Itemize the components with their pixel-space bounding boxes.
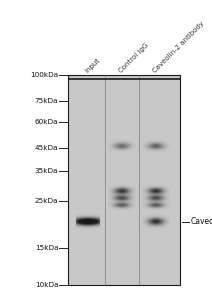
Text: 10kDa: 10kDa bbox=[35, 282, 58, 288]
Text: Caveolin-2: Caveolin-2 bbox=[191, 217, 212, 226]
Text: 60kDa: 60kDa bbox=[35, 118, 58, 124]
Text: 45kDa: 45kDa bbox=[35, 145, 58, 151]
Text: Control IgG: Control IgG bbox=[118, 41, 150, 74]
Text: 75kDa: 75kDa bbox=[35, 98, 58, 104]
Text: 100kDa: 100kDa bbox=[30, 72, 58, 78]
Text: Caveolin-2 antibody: Caveolin-2 antibody bbox=[152, 20, 205, 74]
Text: 35kDa: 35kDa bbox=[35, 168, 58, 174]
Bar bbox=[68, 75, 180, 285]
Text: 15kDa: 15kDa bbox=[35, 245, 58, 251]
Text: Input: Input bbox=[84, 56, 101, 74]
Text: 25kDa: 25kDa bbox=[35, 198, 58, 204]
